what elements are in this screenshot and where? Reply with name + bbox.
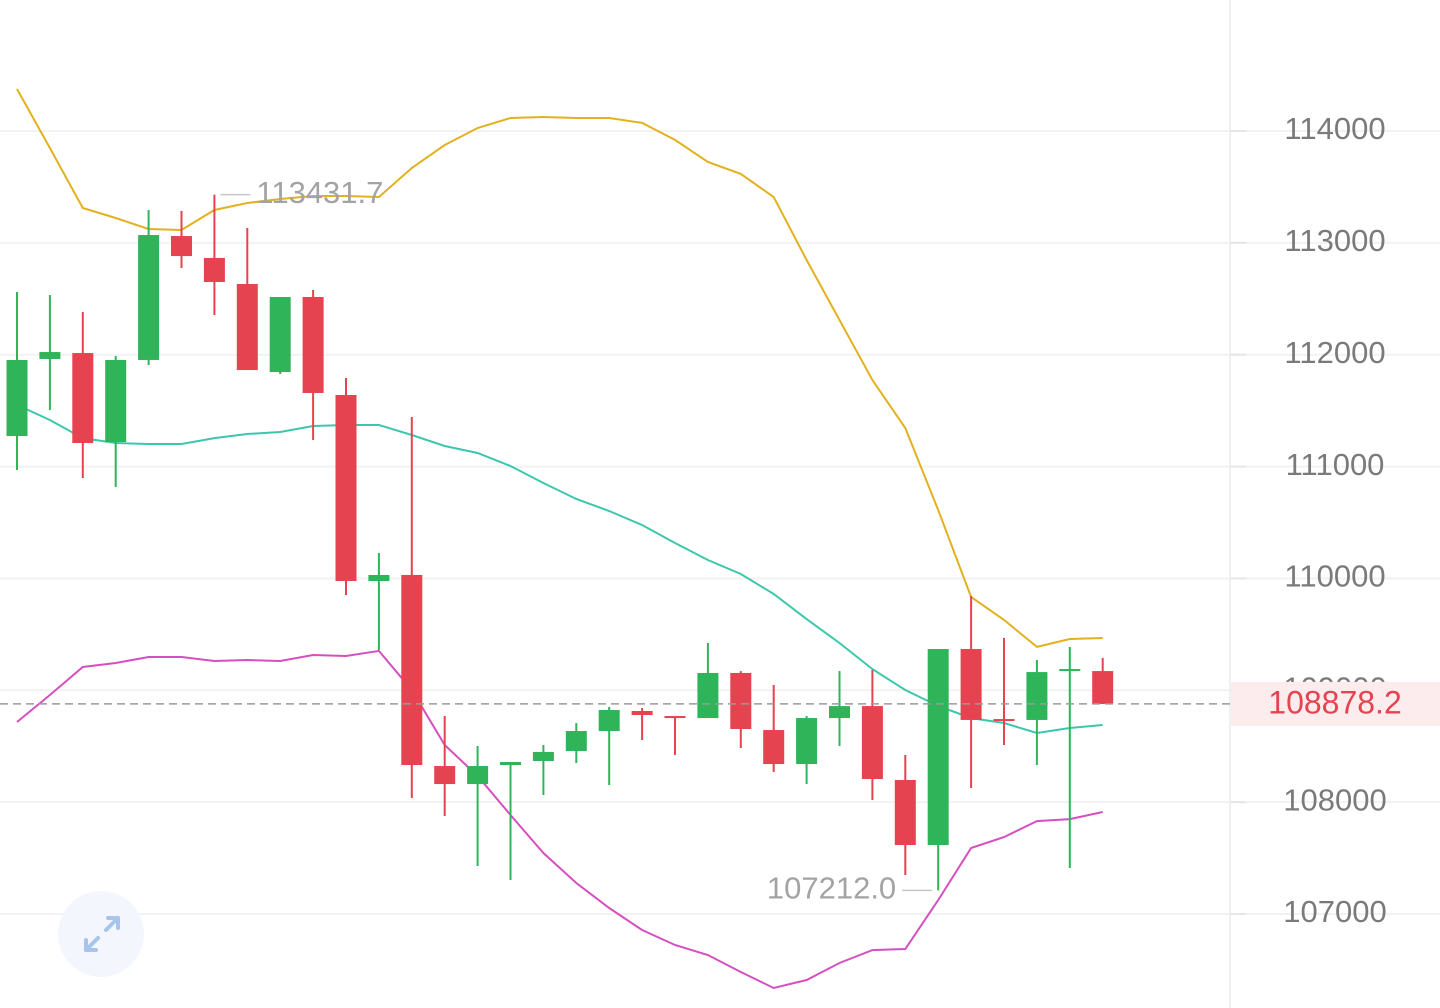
candle-body (302, 296, 324, 393)
candle-body (39, 352, 61, 359)
candle-body (1026, 672, 1048, 720)
candle-body (829, 706, 850, 719)
candle-body (565, 731, 587, 752)
candle-body (105, 359, 127, 442)
y-tick-label: 114000 (1284, 111, 1385, 146)
low-label: 107212.0 (767, 871, 896, 906)
candle-body (335, 394, 357, 582)
candle-body (269, 296, 291, 373)
candle-body (664, 716, 686, 719)
y-tick-label: 108000 (1283, 782, 1386, 817)
expand-button-bg[interactable] (58, 891, 144, 977)
overlay: 113431.7 107212.0 108878.2 (0, 175, 1440, 906)
candle-body (697, 672, 719, 719)
candle-body (203, 257, 225, 283)
band-line (16, 88, 1103, 648)
candle-body (500, 762, 521, 766)
candle-body (730, 672, 752, 730)
plot (6, 88, 1114, 990)
candle-body (138, 235, 160, 360)
y-tick-label: 112000 (1284, 335, 1385, 370)
y-axis: 1070001080001090001100001110001120001130… (1230, 111, 1387, 929)
candle-body (861, 706, 883, 780)
candle-body (1092, 671, 1114, 704)
candle-body (72, 353, 94, 443)
candle-body (236, 284, 258, 371)
candle-body (171, 236, 192, 257)
candle-body (763, 730, 785, 765)
candle-body (434, 766, 456, 785)
candle-body (6, 359, 28, 437)
high-label: 113431.7 (256, 175, 383, 210)
candle-body (368, 574, 390, 582)
band-line (16, 403, 1103, 735)
candle-body (467, 766, 489, 785)
y-tick-label: 113000 (1284, 223, 1385, 258)
candle-body (993, 719, 1015, 722)
candle-body (894, 780, 916, 846)
candle-body (960, 649, 982, 720)
candle-body (631, 711, 653, 716)
expand-icon[interactable] (84, 916, 120, 952)
candle-body (401, 574, 423, 766)
y-tick-label: 110000 (1284, 559, 1385, 594)
last-price-label: 108878.2 (1268, 684, 1401, 720)
y-tick-label: 107000 (1283, 894, 1386, 929)
candle-body (1059, 669, 1081, 672)
candle-body (598, 709, 620, 732)
candle-body (927, 649, 949, 846)
band-line (16, 649, 1103, 990)
expand-button[interactable] (58, 891, 144, 977)
candle-body (796, 718, 818, 765)
candle-body (532, 751, 554, 762)
last-price-box (1231, 681, 1440, 726)
y-tick-label: 111000 (1286, 447, 1385, 482)
